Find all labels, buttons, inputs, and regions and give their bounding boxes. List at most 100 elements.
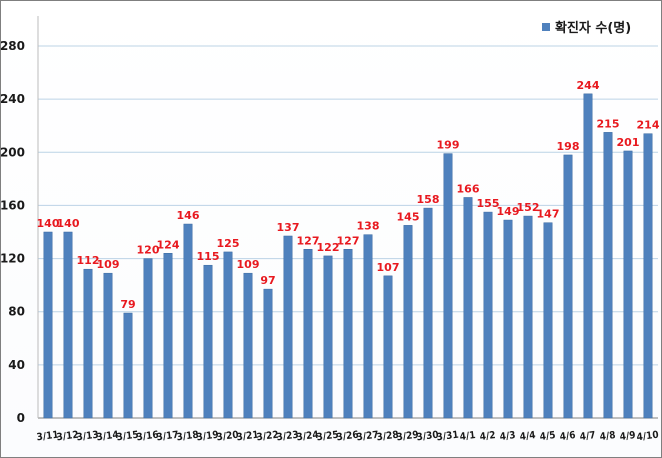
bar-value-label: 147 (537, 208, 560, 221)
bar-value-label: 120 (137, 244, 160, 257)
bar (43, 231, 53, 419)
bar-value-label: 158 (417, 193, 440, 206)
x-tick-label: 3/22 (256, 430, 279, 444)
bar (403, 225, 413, 419)
axes: 0 40 80 120 160 200 240 280 3/113/123/133/143/15… (0, 16, 659, 443)
bar-value-label: 215 (597, 117, 620, 130)
bar (323, 255, 333, 419)
bar (563, 154, 573, 419)
x-tick-label: 3/24 (296, 430, 319, 444)
bar-value-label: 124 (157, 238, 180, 251)
y-tick-label: 80 (8, 305, 25, 319)
y-tick-label: 240 (0, 92, 25, 106)
x-tick-label: 4/10 (636, 430, 659, 444)
y-tick-label: 120 (0, 252, 25, 266)
bar-value-label: 112 (77, 254, 100, 267)
x-tick-label: 4/7 (579, 430, 596, 443)
y-tick-label: 200 (0, 145, 25, 159)
bar-value-label: 109 (97, 258, 120, 271)
x-tick-label: 3/16 (136, 430, 159, 444)
x-tick-label: 3/11 (36, 430, 59, 444)
bar-value-label: 140 (57, 217, 80, 230)
x-tick-label: 4/2 (479, 430, 496, 443)
y-tick-label: 280 (0, 39, 25, 53)
bar-value-label: 138 (357, 220, 380, 233)
x-tick-label: 4/9 (619, 430, 636, 443)
x-tick-label: 3/18 (176, 430, 199, 444)
x-tick-label: 3/25 (316, 430, 339, 444)
gridlines (38, 45, 658, 366)
x-tick-label: 3/27 (356, 430, 379, 444)
bar-value-label: 115 (197, 250, 220, 263)
bar (543, 222, 553, 419)
bar (163, 253, 173, 419)
bar-value-label: 107 (377, 261, 400, 274)
x-tick-label: 4/6 (559, 430, 576, 443)
bar-value-label: 155 (477, 197, 500, 210)
legend: 확진자 수(명) (542, 20, 631, 36)
bar (123, 312, 133, 419)
y-tick-label: 40 (8, 358, 25, 372)
x-tick-label: 3/31 (436, 430, 459, 444)
bar (183, 223, 193, 419)
x-tick-label: 4/8 (599, 430, 616, 443)
bar-value-label: 152 (517, 201, 540, 214)
bar (603, 132, 613, 419)
bar (103, 272, 113, 419)
bar-value-label: 137 (277, 221, 300, 234)
bar (343, 249, 353, 419)
bar (63, 231, 73, 419)
x-tick-label: 4/5 (539, 430, 556, 443)
y-tick-label: 0 (17, 411, 25, 425)
bar-value-label: 127 (297, 234, 320, 247)
bar (223, 251, 233, 419)
bar-value-label: 97 (260, 274, 275, 287)
value-labels: 1401401121097912012414611512510997137127… (37, 79, 660, 311)
bar-value-label: 146 (177, 209, 200, 222)
bar (83, 268, 93, 419)
x-tick-label: 4/3 (499, 430, 516, 443)
bar-value-label: 166 (457, 182, 480, 195)
x-tick-label: 3/30 (416, 430, 439, 444)
x-tick-label: 3/17 (156, 430, 179, 444)
bar (443, 153, 453, 419)
bar (463, 197, 473, 419)
bar-value-label: 127 (337, 234, 360, 247)
bar-value-label: 122 (317, 241, 340, 254)
bar (283, 235, 293, 419)
x-tick-label: 4/4 (519, 430, 536, 443)
x-tick-label: 3/26 (336, 430, 359, 444)
bar (503, 219, 513, 419)
bars (43, 93, 653, 419)
bar (423, 207, 433, 419)
x-tick-label: 3/23 (276, 430, 299, 444)
y-tick-label: 160 (0, 198, 25, 212)
bar (363, 234, 373, 419)
x-tick-label: 3/12 (56, 430, 79, 444)
bar (203, 264, 213, 419)
bar-value-label: 109 (237, 258, 260, 271)
bar (523, 215, 533, 419)
x-tick-label: 3/13 (76, 430, 99, 444)
x-tick-label: 3/21 (236, 430, 259, 444)
bar-value-label: 149 (497, 205, 520, 218)
bar (383, 275, 393, 419)
x-tick-label: 3/20 (216, 430, 239, 444)
bar-value-label: 201 (617, 136, 640, 149)
legend-label: 확진자 수(명) (555, 20, 631, 36)
bar-value-label: 198 (557, 140, 580, 153)
x-tick-label: 4/1 (459, 430, 476, 443)
bar (303, 249, 313, 419)
bar (623, 150, 633, 419)
bar-value-label: 140 (37, 217, 60, 230)
bar-value-label: 79 (120, 298, 135, 311)
bar (263, 288, 273, 419)
bar (583, 93, 593, 419)
legend-swatch (542, 23, 550, 31)
bar (143, 258, 153, 419)
x-tick-label: 3/19 (196, 430, 219, 444)
bar (483, 211, 493, 419)
bar (243, 272, 253, 419)
x-tick-label: 3/28 (376, 430, 399, 444)
